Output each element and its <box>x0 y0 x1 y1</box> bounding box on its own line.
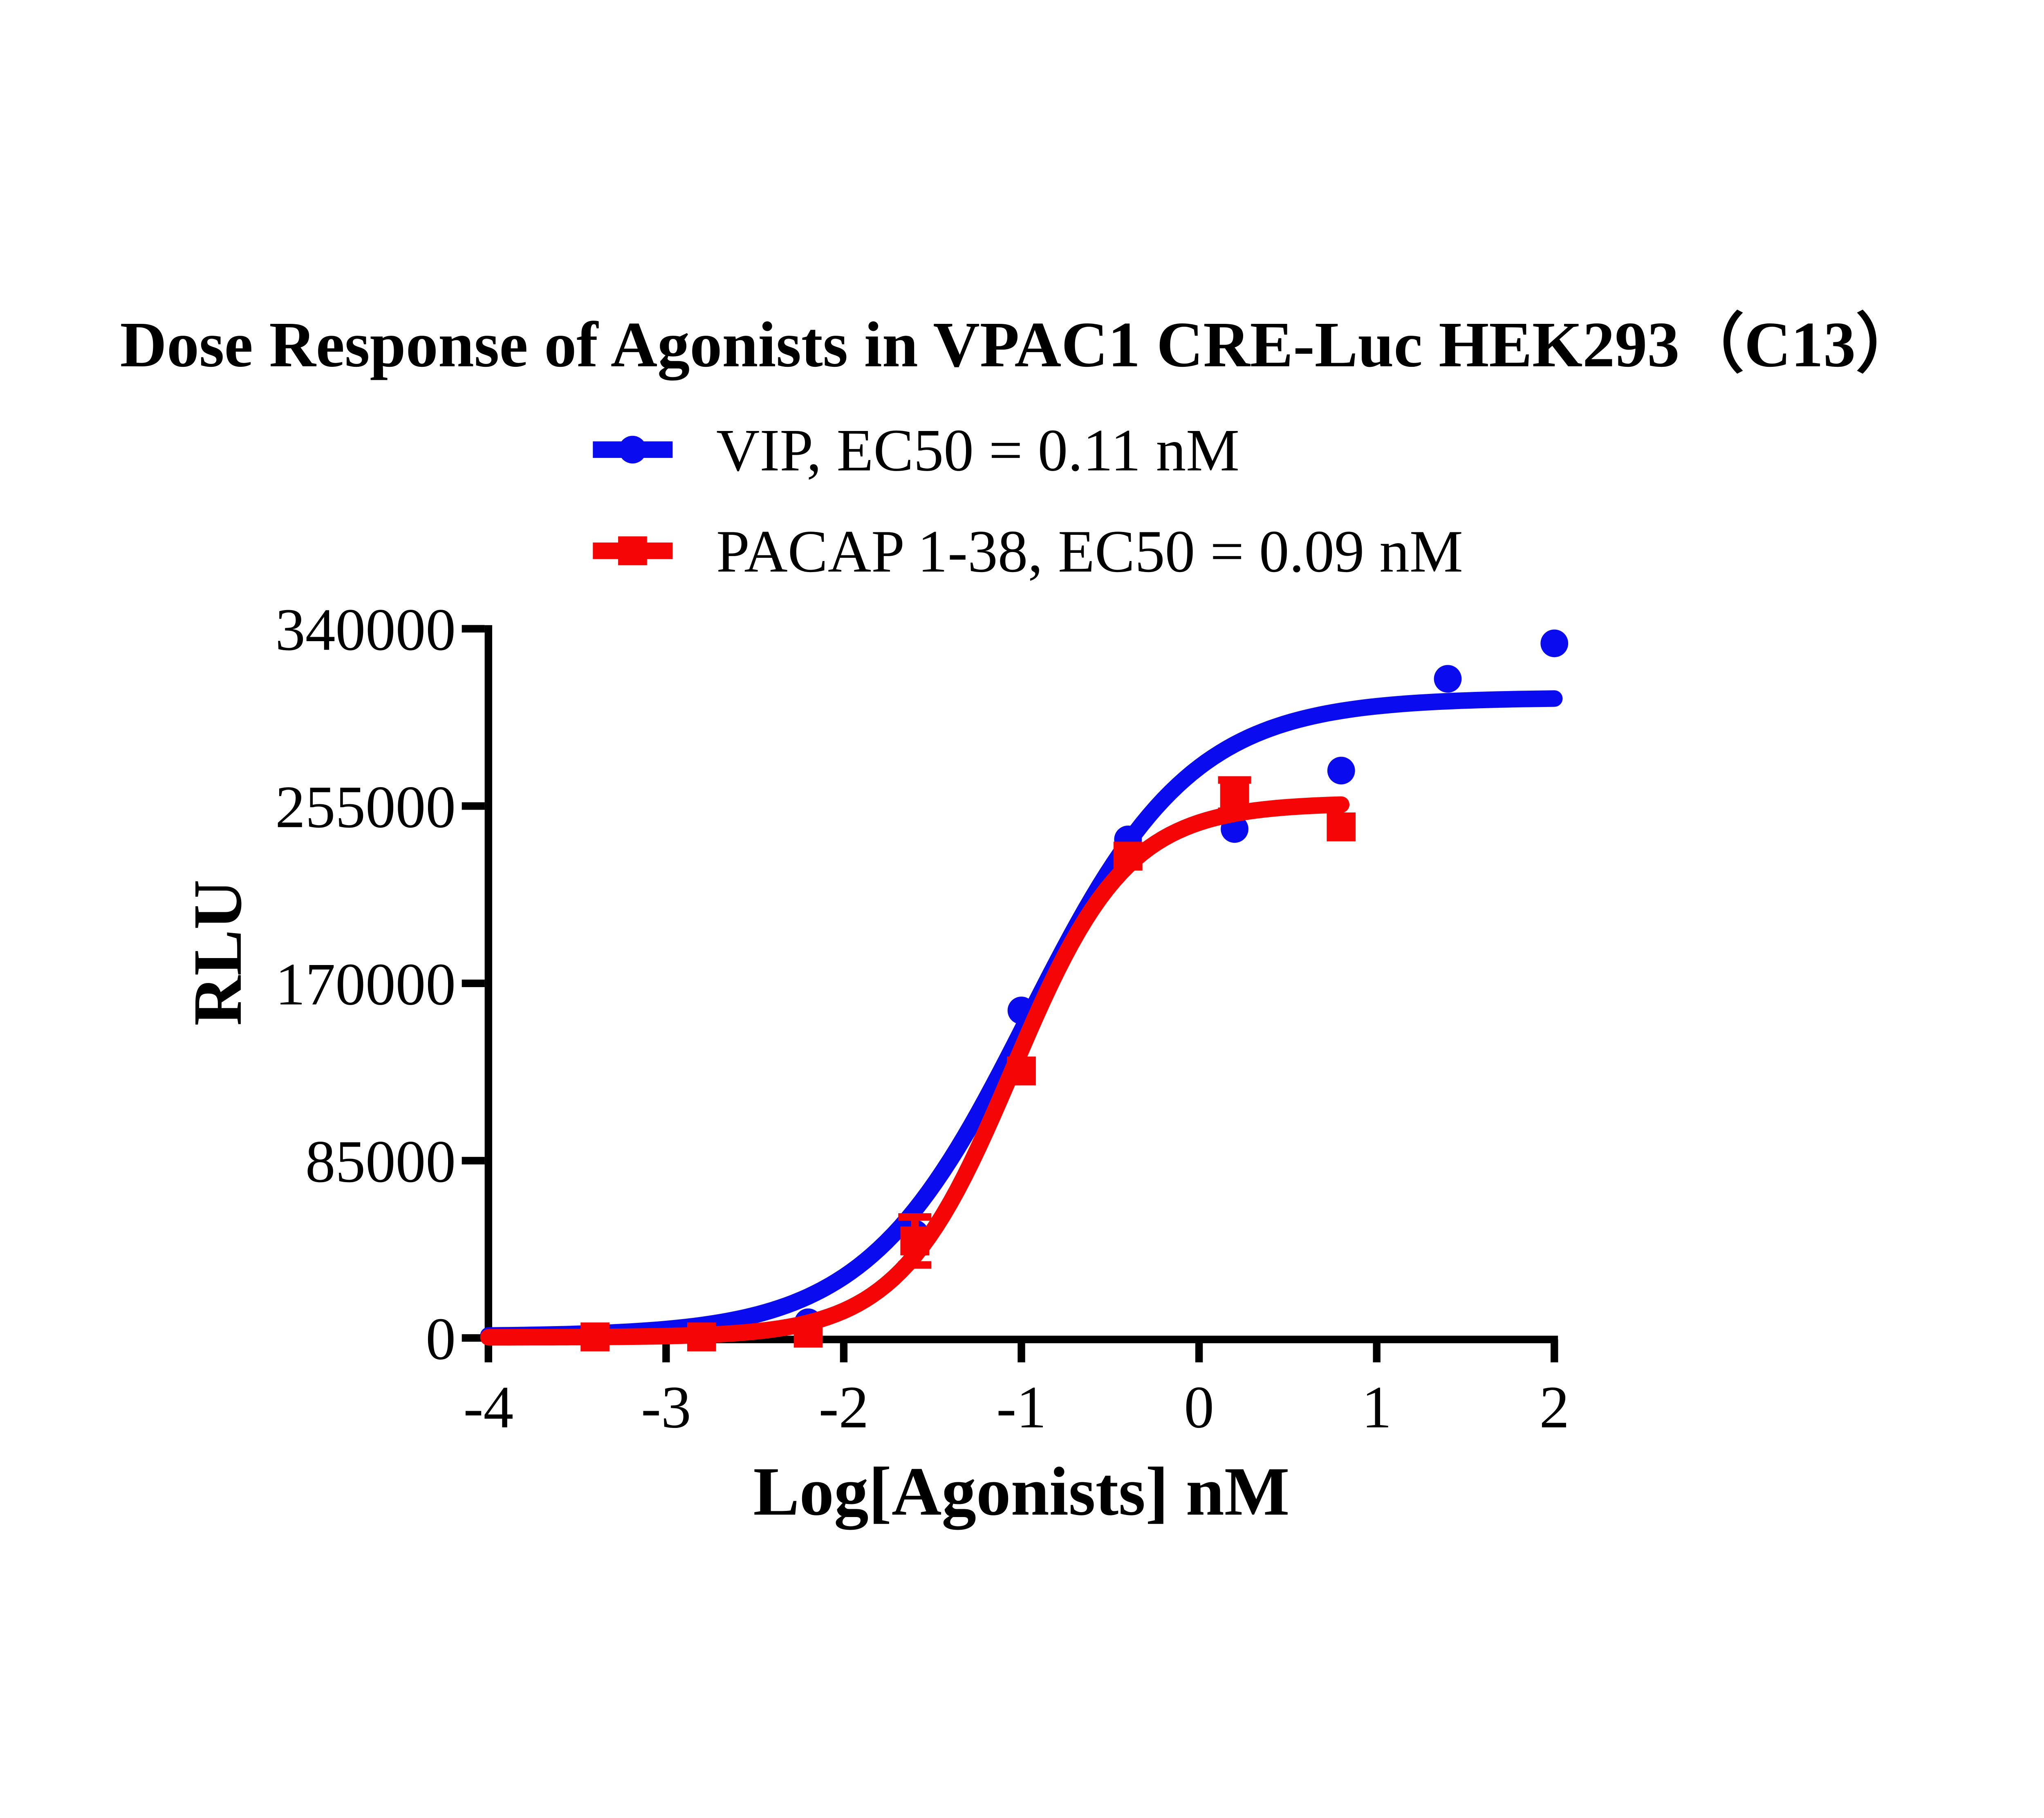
legend-item-vip: VIP, EC50 = 0.11 nM <box>593 417 1239 483</box>
legend-marker-circle-icon <box>619 435 647 464</box>
x-tick-label: -4 <box>463 1374 513 1441</box>
vip-data-point <box>1434 665 1462 693</box>
pacap-data-point <box>1113 842 1143 871</box>
y-tick-label: 170000 <box>275 951 456 1017</box>
x-tick <box>1551 1339 1558 1362</box>
x-axis: -4 -3 -2 -1 0 1 2 <box>463 1335 1569 1441</box>
y-axis-title: RLU <box>179 880 256 1026</box>
pacap-data-point <box>1327 812 1356 842</box>
x-tick <box>840 1339 848 1362</box>
pacap-data-point <box>900 1226 930 1256</box>
y-axis-line <box>484 625 492 1362</box>
legend-marker-square-icon <box>618 536 647 566</box>
x-tick <box>1373 1339 1381 1362</box>
y-axis: 0 85000 170000 255000 340000 <box>275 596 492 1372</box>
pacap-data-point <box>687 1322 716 1351</box>
x-tick <box>1195 1339 1203 1362</box>
y-tick <box>462 979 485 988</box>
y-tick-label: 340000 <box>275 596 456 663</box>
y-tick-label: 255000 <box>275 774 456 840</box>
x-tick-label: 2 <box>1539 1374 1569 1441</box>
legend: VIP, EC50 = 0.11 nM PACAP 1-38, EC50 = 0… <box>593 417 1463 585</box>
vip-data-point <box>1327 756 1355 785</box>
vip-data-point <box>1540 629 1569 658</box>
chart-title: Dose Response of Agonists in VPAC1 CRE-L… <box>120 309 1921 381</box>
pacap-data-point <box>793 1318 823 1348</box>
pacap-data-point <box>1007 1056 1036 1086</box>
x-tick <box>1018 1339 1025 1362</box>
legend-label-vip: VIP, EC50 = 0.11 nM <box>716 417 1239 483</box>
pacap-error-cap <box>898 1261 932 1269</box>
x-tick-label: -1 <box>996 1374 1047 1441</box>
pacap-data-point <box>1220 781 1249 810</box>
y-tick <box>462 625 485 633</box>
pacap-data-point <box>580 1322 610 1351</box>
series-pacap-points <box>580 781 1356 1351</box>
x-tick-label: 1 <box>1362 1374 1392 1441</box>
y-tick <box>462 1157 485 1165</box>
x-tick-label: -3 <box>641 1374 691 1441</box>
x-tick-label: 0 <box>1184 1374 1214 1441</box>
legend-item-pacap: PACAP 1-38, EC50 = 0.09 nM <box>593 518 1463 585</box>
y-tick <box>462 802 485 810</box>
x-axis-title: Log[Agonists] nM <box>753 1453 1289 1530</box>
y-tick <box>462 1334 485 1342</box>
pacap-error-cap <box>898 1213 932 1221</box>
legend-label-pacap: PACAP 1-38, EC50 = 0.09 nM <box>716 518 1463 585</box>
x-tick <box>662 1339 670 1362</box>
y-tick-label: 0 <box>426 1306 456 1372</box>
y-tick-label: 85000 <box>305 1128 456 1195</box>
series-vip-points <box>688 629 1569 1348</box>
x-tick-label: -2 <box>819 1374 869 1441</box>
